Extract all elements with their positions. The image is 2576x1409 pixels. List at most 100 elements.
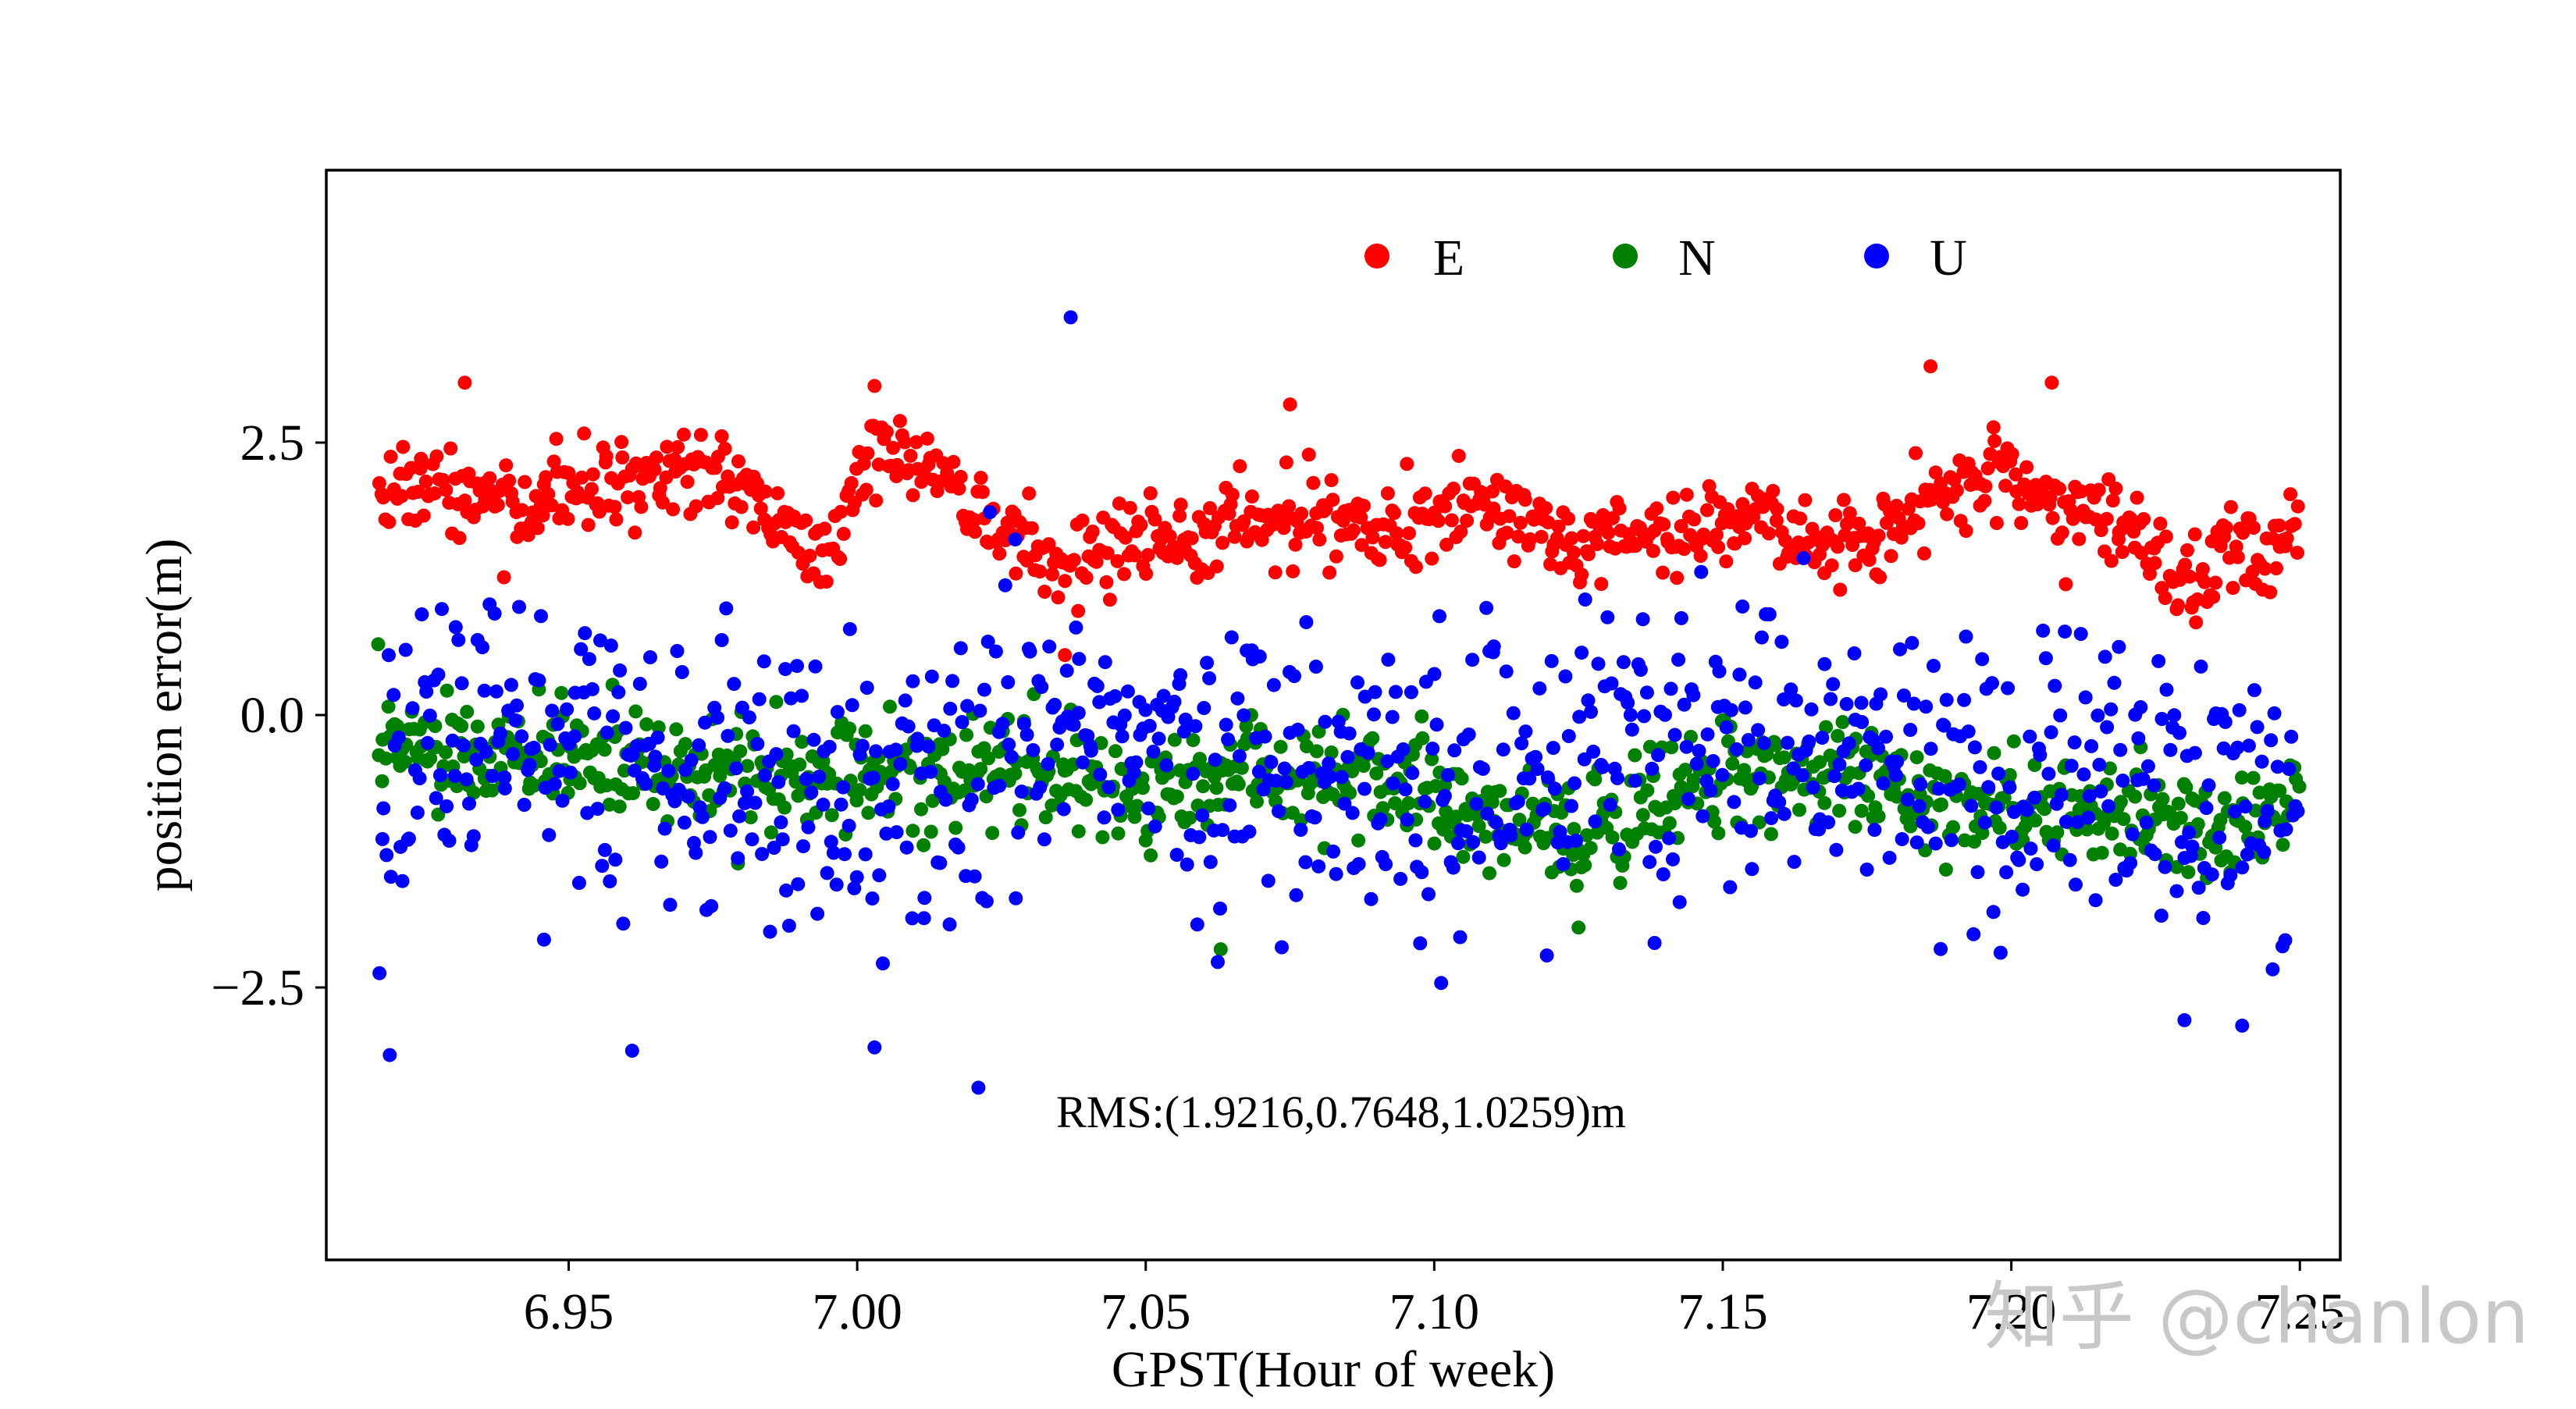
data-point-n: [914, 802, 928, 817]
data-point-n: [390, 719, 405, 734]
data-point-u: [992, 778, 1007, 793]
data-point-n: [2155, 792, 2170, 806]
data-point-u: [1242, 824, 1257, 839]
data-point-e: [1215, 535, 1230, 550]
data-point-e: [1880, 515, 1894, 530]
data-point-n: [1848, 820, 1863, 834]
data-point-e: [1051, 590, 1066, 605]
data-point-e: [1798, 493, 1813, 507]
data-point-e: [394, 489, 409, 503]
data-point-e: [2099, 511, 2114, 526]
data-point-u: [603, 639, 618, 653]
data-point-n: [2246, 770, 2261, 785]
data-point-e: [2104, 553, 2119, 568]
data-point-u: [429, 791, 443, 806]
data-point-e: [649, 450, 664, 465]
data-point-u: [550, 717, 565, 731]
data-point-u: [1681, 792, 1696, 806]
data-point-n: [2002, 767, 2017, 782]
data-point-n: [792, 757, 807, 772]
data-point-u: [448, 620, 463, 635]
data-point-u: [1581, 693, 1596, 708]
data-point-u: [677, 815, 692, 830]
data-point-u: [924, 669, 939, 684]
data-point-e: [1485, 484, 1500, 499]
data-point-u: [2199, 801, 2214, 816]
data-point-u: [1203, 855, 1218, 870]
data-point-u: [1211, 955, 1225, 970]
data-point-u: [542, 827, 557, 842]
data-point-u: [1147, 819, 1162, 834]
data-point-n: [1831, 728, 1845, 743]
data-point-u: [1679, 739, 1694, 754]
data-point-u: [2158, 859, 2172, 874]
data-point-n: [398, 754, 412, 769]
data-point-u: [1639, 685, 1654, 700]
data-point-n: [852, 783, 867, 798]
data-point-e: [1828, 508, 1843, 522]
data-point-u: [1042, 639, 1057, 654]
data-point-u: [784, 691, 799, 706]
data-point-u: [879, 826, 894, 841]
data-point-u: [1434, 976, 1449, 991]
data-point-e: [1329, 549, 1343, 564]
data-point-u: [1230, 691, 1245, 706]
data-point-e: [1507, 554, 1521, 569]
data-point-u: [1672, 895, 1687, 909]
data-point-u: [1859, 863, 1874, 877]
data-point-n: [1273, 739, 1288, 754]
data-point-e: [2263, 585, 2278, 600]
data-point-u: [1905, 635, 1920, 650]
data-point-e: [1133, 518, 1148, 532]
data-point-u: [1176, 724, 1191, 739]
data-point-n: [678, 737, 692, 752]
data-point-u: [1101, 780, 1116, 795]
data-point-u: [2115, 774, 2130, 788]
data-point-u: [485, 769, 500, 783]
data-point-u: [1425, 742, 1440, 756]
data-point-u: [1780, 735, 1795, 750]
data-point-u: [1999, 865, 2014, 880]
data-point-u: [1959, 629, 1973, 644]
data-point-e: [1871, 528, 1886, 543]
data-point-u: [534, 609, 548, 624]
data-point-e: [720, 469, 735, 484]
data-point-e: [2105, 493, 2120, 508]
data-point-e: [1687, 512, 1702, 527]
data-point-u: [466, 829, 481, 844]
data-point-n: [651, 720, 666, 735]
data-point-e: [1594, 577, 1609, 592]
data-point-e: [1233, 459, 1247, 474]
data-point-u: [1706, 754, 1720, 768]
data-point-u: [1367, 707, 1381, 722]
data-point-n: [1903, 819, 1918, 834]
data-point-u: [1499, 664, 1514, 679]
data-point-u: [881, 799, 896, 814]
data-point-u: [512, 600, 526, 614]
data-point-e: [1203, 501, 1217, 515]
data-point-e: [1408, 560, 1423, 575]
data-point-n: [612, 799, 627, 814]
data-point-u: [1446, 860, 1461, 875]
data-point-n: [1662, 816, 1677, 831]
data-point-e: [666, 502, 681, 517]
data-point-u: [967, 869, 982, 884]
data-point-n: [1196, 779, 1211, 794]
data-point-e: [496, 570, 511, 585]
data-point-u: [885, 777, 900, 792]
data-point-u: [2140, 759, 2155, 774]
data-point-u: [2012, 852, 2026, 867]
data-point-n: [1209, 781, 1224, 795]
data-point-u: [1829, 842, 1844, 857]
data-point-u: [555, 793, 570, 808]
data-point-e: [889, 469, 904, 483]
data-point-n: [1427, 836, 1442, 851]
data-point-u: [401, 831, 416, 846]
data-point-u: [1774, 635, 1789, 649]
data-point-e: [2005, 447, 2019, 461]
data-point-e: [968, 525, 982, 539]
data-point-u: [563, 765, 578, 780]
data-point-u: [1465, 653, 1480, 667]
data-point-e: [1824, 558, 1839, 573]
data-point-e: [414, 451, 429, 466]
